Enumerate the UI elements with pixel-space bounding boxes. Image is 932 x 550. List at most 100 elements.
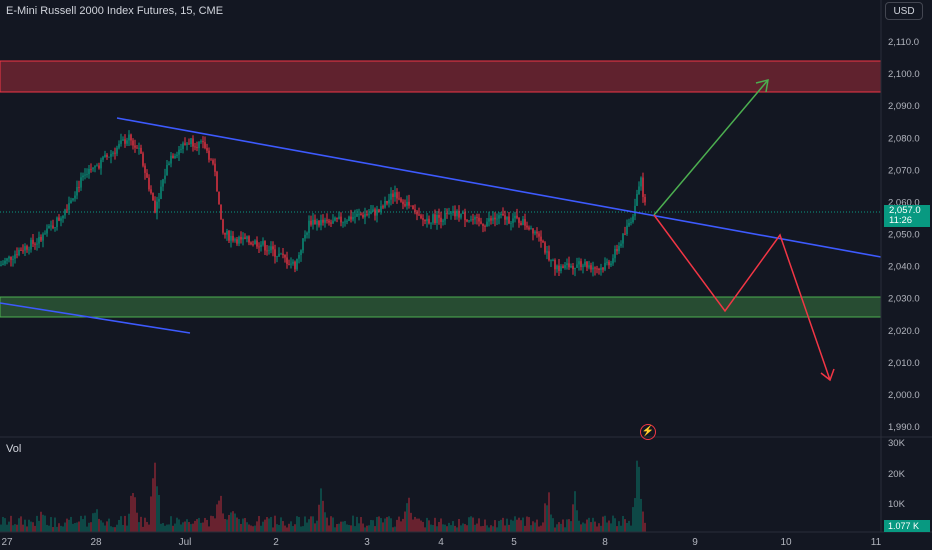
symbol-title[interactable]: E-Mini Russell 2000 Index Futures, 15, C…: [6, 5, 224, 17]
volume-bar: [588, 517, 590, 532]
volume-bar: [10, 515, 12, 532]
volume-bar: [176, 517, 178, 532]
candle-body: [132, 140, 134, 146]
volume-bar: [222, 513, 224, 532]
volume-bar: [572, 504, 574, 532]
support-zone[interactable]: [0, 296, 882, 318]
volume-bar: [38, 520, 40, 532]
volume-bar: [528, 517, 530, 532]
volume-bar: [644, 522, 646, 532]
time-axis[interactable]: 27 28 Jul 2 3 4 5 8 9 10 11: [1, 537, 881, 548]
price-tick-label: 2,060.0: [888, 197, 920, 208]
candle-body: [38, 236, 40, 244]
volume-bar: [306, 522, 308, 532]
volume-bar: [136, 512, 138, 532]
candle-body: [14, 254, 16, 259]
volume-bar: [504, 525, 506, 532]
candle-body: [548, 251, 550, 261]
candle-body: [426, 218, 428, 222]
candle-body: [290, 263, 292, 265]
candle-body: [372, 209, 374, 212]
candle-body: [354, 216, 356, 218]
volume-bar: [90, 522, 92, 532]
volume-bar: [182, 522, 184, 532]
volume-bar: [454, 525, 456, 532]
currency-button[interactable]: USD: [885, 2, 923, 20]
candle-body: [172, 155, 174, 159]
candle-body: [186, 143, 188, 145]
volume-bar: [532, 521, 534, 532]
candle-body: [384, 200, 386, 208]
candle-body: [102, 157, 104, 160]
volume-bar: [516, 519, 518, 532]
volume-bar: [524, 525, 526, 532]
volume-bar: [98, 518, 100, 532]
volume-bar: [224, 519, 226, 532]
volume-bar: [106, 521, 108, 532]
volume-bar: [230, 512, 232, 532]
candle-body: [580, 261, 582, 267]
volume-bar: [612, 515, 614, 532]
candle-body: [118, 143, 120, 148]
volume-bar: [542, 522, 544, 532]
volume-bar: [214, 518, 216, 532]
candle-body: [366, 214, 368, 215]
volume-bar: [244, 518, 246, 532]
candle-body: [240, 237, 242, 240]
candle-body: [462, 212, 464, 214]
price-axis[interactable]: 2,110.0 2,100.0 2,090.0 2,080.0 2,070.0 2,060…: [888, 37, 920, 433]
candle-body: [504, 215, 506, 220]
volume-bar: [4, 518, 6, 532]
candle-body: [468, 220, 470, 222]
volume-bar: [54, 517, 56, 532]
volume-bar: [410, 512, 412, 532]
candle-body: [244, 237, 246, 239]
volume-axis[interactable]: 30K 20K 10K: [888, 438, 906, 510]
candle-body: [300, 250, 302, 255]
volume-bar: [218, 500, 220, 532]
price-tick-label: 2,030.0: [888, 294, 920, 305]
candle-body: [418, 214, 420, 216]
volume-bar: [210, 515, 212, 532]
volume-bar: [324, 512, 326, 532]
volume-bar: [72, 523, 74, 532]
candle-body: [302, 238, 304, 251]
volume-bar: [88, 522, 90, 532]
candle-body: [104, 154, 106, 158]
volume-bar: [478, 518, 480, 532]
volume-bar: [264, 519, 266, 532]
volume-bar: [232, 511, 234, 532]
volume-bar: [368, 525, 370, 532]
volume-bar: [300, 526, 302, 532]
candle-body: [506, 216, 508, 220]
volume-bar: [492, 526, 494, 532]
resistance-zone[interactable]: [0, 60, 882, 93]
price-tick-label: 2,100.0: [888, 69, 920, 80]
candle-body: [140, 147, 142, 154]
lightning-circle-icon[interactable]: ⚡: [640, 424, 656, 440]
candle-body: [126, 140, 128, 144]
volume-bar: [254, 525, 256, 532]
descending-trendline-lower[interactable]: [0, 302, 191, 334]
descending-trendline-upper[interactable]: [116, 117, 882, 258]
volume-bar: [586, 519, 588, 532]
candle-body: [490, 218, 492, 221]
volume-bar: [514, 516, 516, 532]
candle-body: [536, 231, 538, 234]
candle-body: [488, 218, 490, 222]
volume-bar: [308, 519, 310, 532]
candle-body: [16, 254, 18, 256]
bullish-projection-arrow[interactable]: [653, 79, 769, 216]
candle-body: [438, 214, 440, 218]
volume-bar: [468, 517, 470, 532]
candle-body: [232, 235, 234, 241]
candle-body: [148, 177, 150, 190]
bearish-projection-arrow[interactable]: [653, 214, 831, 381]
volume-bar: [600, 525, 602, 532]
candle-body: [388, 199, 390, 204]
candle-body: [546, 251, 548, 253]
candle-body: [282, 253, 284, 255]
volume-bar: [508, 524, 510, 532]
candle-body: [412, 205, 414, 210]
